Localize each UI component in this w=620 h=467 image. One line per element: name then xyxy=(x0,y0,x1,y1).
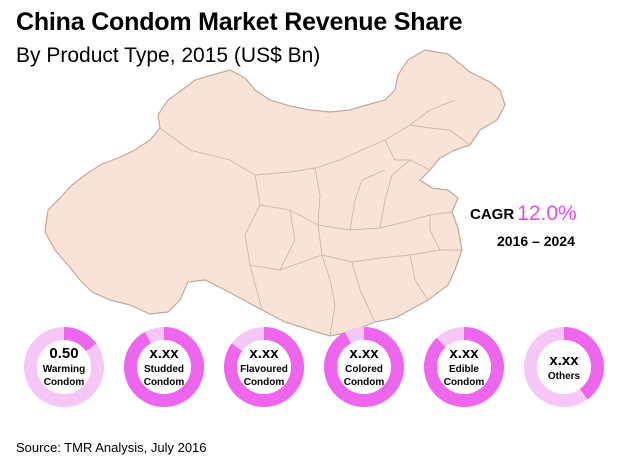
donut-slice xyxy=(223,327,304,408)
donut-value: x.xx xyxy=(349,345,379,362)
donut-3 xyxy=(324,327,404,408)
donut-label: Condom xyxy=(143,377,185,388)
donut-center xyxy=(437,340,491,394)
donut-center xyxy=(337,340,391,394)
donut-label: Condom xyxy=(443,377,485,388)
donut-label: Warming xyxy=(42,364,86,375)
donut-4 xyxy=(424,327,505,408)
chart-subtitle: By Product Type, 2015 (US$ Bn) xyxy=(16,44,321,67)
cagr-label: CAGR xyxy=(470,206,515,223)
donut-label: Colored xyxy=(345,364,383,375)
donut-slice xyxy=(64,327,97,352)
donut-label: Condom xyxy=(43,377,85,388)
donut-text: 0.50 Warming Condom xyxy=(24,345,104,389)
donut-text: x.xx Flavoured Condom xyxy=(224,345,304,389)
donut-value: x.xx xyxy=(149,345,179,362)
donut-label: Studded xyxy=(144,364,184,375)
donut-text: x.xx Others xyxy=(524,352,604,383)
donut-value: x.xx xyxy=(249,345,279,362)
donut-center xyxy=(37,340,91,394)
donut-label: Edible xyxy=(448,364,479,375)
donut-0 xyxy=(24,327,104,407)
china-map-outline xyxy=(44,49,506,337)
cagr-callout: CAGR 12.0% xyxy=(470,202,592,226)
donut-label: Condom xyxy=(343,377,385,388)
donut-center xyxy=(237,340,291,394)
source-note: Source: TMR Analysis, July 2016 xyxy=(16,440,207,455)
donut-slice xyxy=(564,327,604,400)
donut-center xyxy=(137,340,191,394)
chart-title: China Condom Market Revenue Share xyxy=(16,8,463,36)
donut-label: Others xyxy=(547,370,581,382)
donut-value: 0.50 xyxy=(49,345,79,362)
province-borders xyxy=(159,99,471,337)
cagr-period: 2016 – 2024 xyxy=(497,233,575,249)
donut-slice xyxy=(124,327,205,408)
donut-slice xyxy=(324,327,404,408)
donut-value: x.xx xyxy=(449,345,479,362)
donut-text: x.xx Edible Condom xyxy=(424,345,504,389)
donut-slice xyxy=(424,327,505,408)
donut-value: x.xx xyxy=(549,351,579,369)
donut-text: x.xx Colored Condom xyxy=(324,345,404,389)
donut-1 xyxy=(124,327,205,408)
cagr-value: 12.0% xyxy=(517,202,577,225)
donut-center xyxy=(537,340,591,394)
donut-2 xyxy=(223,327,304,408)
donut-text: x.xx Studded Condom xyxy=(124,345,204,389)
donut-label: Flavoured xyxy=(240,364,288,375)
donut-5 xyxy=(524,327,604,407)
donut-label: Condom xyxy=(243,377,285,388)
